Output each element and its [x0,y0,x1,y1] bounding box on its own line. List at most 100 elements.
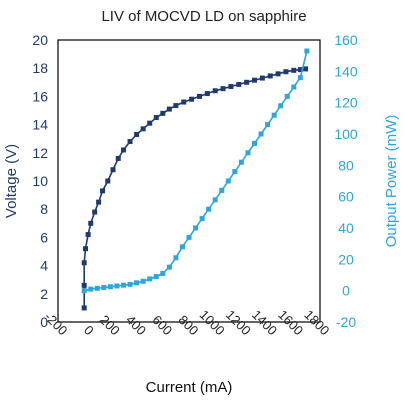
voltage-point [83,246,89,252]
voltage-point [244,79,250,85]
power-point [140,278,146,284]
power-point [147,276,153,282]
voltage-point [275,71,281,77]
power-point [101,285,107,291]
y-left-tick-label: 12 [32,145,48,161]
voltage-point [236,81,242,87]
y-left-tick-label: 16 [32,88,48,104]
power-point [114,283,120,289]
voltage-point [160,110,166,116]
x-tick-label: 0 [81,322,97,338]
voltage-point [81,260,87,266]
plot-frame [57,39,321,323]
voltage-point [115,155,121,161]
power-point [94,285,100,291]
power-point [186,234,192,240]
y-left-tick-label: 14 [32,117,48,133]
power-point [284,93,290,99]
voltage-point [291,67,297,73]
voltage-point [204,91,210,97]
power-point [206,206,212,212]
power-point [271,112,277,118]
voltage-point [220,86,226,92]
power-point [179,244,185,250]
y-left-tick-label: 20 [32,32,48,48]
x-tick-label: 600 [149,312,175,338]
voltage-point [196,93,202,99]
voltage-point [173,103,179,109]
voltage-point [153,115,159,121]
power-point [238,159,244,165]
y-right-tick-label: 140 [334,63,358,79]
x-axis-label: Current (mA) [146,379,233,396]
y-right-tick-label: 100 [334,126,358,142]
y-left-tick-label: 8 [40,201,48,217]
power-point [166,264,172,270]
power-point [232,169,238,175]
voltage-point [166,106,172,112]
power-point [153,274,159,280]
power-point [127,281,133,287]
voltage-point [259,75,265,81]
voltage-point [92,209,98,215]
y-right-tick-label: 160 [334,32,358,48]
voltage-point [140,126,146,132]
voltage-point [127,139,133,145]
y-right-tick-label: 60 [338,189,354,205]
power-series-line [84,50,308,292]
voltage-point [134,131,140,137]
voltage-point [110,167,116,173]
voltage-point [85,232,91,238]
y-right-axis-label: Output Power (mW) [383,115,400,248]
voltage-point [212,88,218,94]
power-point [291,84,297,90]
voltage-point [283,69,289,75]
voltage-series-line [83,68,306,308]
voltage-point [228,84,234,90]
y-left-tick-label: 4 [40,258,48,274]
power-point [121,282,126,288]
y-left-tick-label: 18 [32,60,48,76]
voltage-point [267,73,273,79]
chart-title: LIV of MOCVD LD on sapphire [101,8,307,25]
voltage-point [96,199,102,205]
voltage-point [105,178,111,184]
x-tick-label: 200 [97,312,123,338]
power-point [160,270,166,276]
voltage-point [189,96,195,102]
y-right-tick-label: 20 [338,251,354,267]
power-point [258,131,264,137]
power-point [81,288,87,294]
y-left-axis-label: Voltage (V) [3,144,20,218]
voltage-point [181,99,187,105]
y-right-tick-label: 40 [338,220,354,236]
power-point [193,225,199,231]
y-left-tick-label: 0 [40,314,48,330]
voltage-point [297,67,303,73]
y-left-tick-label: 10 [32,173,48,189]
power-point [88,286,94,292]
y-right-tick-label: -20 [336,314,356,330]
y-left-tick-label: 6 [40,229,48,245]
voltage-point [147,120,153,126]
power-point [278,103,284,109]
voltage-point [81,282,87,288]
y-right-tick-label: 80 [338,157,354,173]
voltage-point [252,77,257,83]
power-point [134,280,140,286]
power-point [297,75,303,81]
power-point [199,216,205,222]
power-point [304,48,310,54]
power-point [225,178,231,184]
power-point [173,255,179,261]
power-point [107,284,113,290]
power-point [245,150,251,156]
voltage-point [121,147,126,153]
voltage-point [81,305,87,311]
power-point [252,140,257,146]
voltage-point [303,66,309,72]
power-point [212,197,218,203]
y-right-tick-label: 120 [334,95,358,111]
